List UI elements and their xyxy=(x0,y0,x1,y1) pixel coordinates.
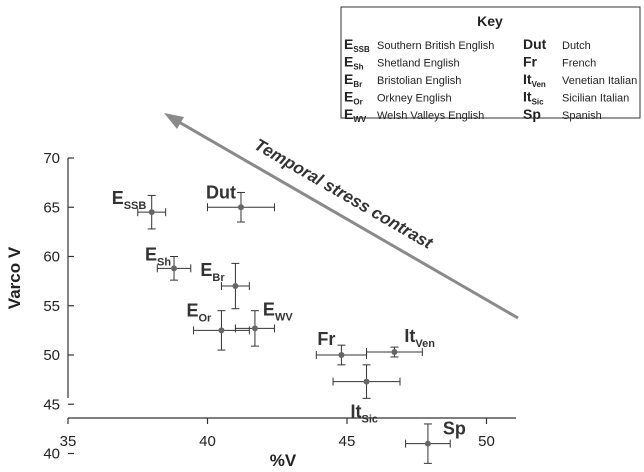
x-ticks: 35 40 45 50 xyxy=(60,418,495,450)
point-label: Sp xyxy=(443,419,466,439)
point-label: ESh xyxy=(145,244,171,268)
legend-name: Bristolian English xyxy=(377,75,461,87)
legend-abbr: ItVen xyxy=(523,71,546,89)
data-point-group: ItSic xyxy=(332,364,401,426)
legend-abbr: EWV xyxy=(344,106,367,124)
data-point-group: EBr xyxy=(200,260,250,310)
y-tick-label: 70 xyxy=(43,150,60,167)
point-label: Fr xyxy=(317,329,335,349)
legend-name: Shetland English xyxy=(377,58,460,70)
y-tick-label: 45 xyxy=(43,396,60,413)
point-label: EWV xyxy=(263,299,293,323)
legend-abbr: EOr xyxy=(344,89,363,107)
legend-entry: EBr Bristolian English xyxy=(344,71,461,89)
data-point-group: ItVen xyxy=(366,326,435,358)
x-tick-label: 50 xyxy=(478,433,495,450)
x-axis-title: %V xyxy=(270,451,297,470)
y-tick-label: 60 xyxy=(43,249,60,266)
point-label: EBr xyxy=(200,260,225,284)
data-point xyxy=(148,209,155,216)
legend-abbr: ESh xyxy=(344,54,364,72)
data-point-group: ESh xyxy=(145,244,192,281)
data-point xyxy=(424,440,431,447)
y-tick-label: 55 xyxy=(43,298,60,315)
data-point-group: ESSB xyxy=(112,188,167,230)
legend-abbr: EBr xyxy=(344,71,362,89)
point-label: ESSB xyxy=(112,188,147,212)
legend-name: Spanish xyxy=(562,110,602,122)
y-tick-label: 65 xyxy=(43,199,60,216)
y-ticks: 40 45 50 55 60 65 70 xyxy=(43,150,74,463)
legend-name: Venetian Italian xyxy=(562,75,637,87)
data-point xyxy=(237,204,244,211)
legend-entry: ItVen Venetian Italian xyxy=(523,71,637,89)
legend-abbr: Dut xyxy=(523,36,547,52)
data-point xyxy=(391,349,398,356)
x-tick-label: 35 xyxy=(60,433,77,450)
legend-entry: Sp Spanish xyxy=(523,106,602,122)
y-axis-title: Varco V xyxy=(5,246,24,309)
legend: Key ESSB Southern British English ESh Shetl… xyxy=(340,6,641,124)
legend-box xyxy=(340,6,641,119)
legend-entry: Fr French xyxy=(523,54,596,70)
point-label: EOr xyxy=(186,300,212,324)
legend-entry: ESh Shetland English xyxy=(344,54,460,72)
legend-name: Southern British English xyxy=(377,40,494,52)
legend-entry: Dut Dutch xyxy=(523,36,591,52)
point-label: ItSic xyxy=(351,402,379,426)
data-point-group: Dut xyxy=(206,182,275,223)
y-tick-label: 40 xyxy=(43,446,60,463)
legend-entry: EOr Orkney English xyxy=(344,89,452,107)
stress-arrow xyxy=(164,113,519,320)
legend-entry: ESSB Southern British English xyxy=(344,36,494,54)
legend-name: Orkney English xyxy=(377,93,452,105)
legend-name: Sicilian Italian xyxy=(562,93,629,105)
data-point-group: EOr xyxy=(186,300,250,351)
arrow-label: Temporal stress contrast xyxy=(251,135,437,253)
data-points: ESSB Dut ESh EBr EOr EWV Fr ItVen ItSic Sp xyxy=(112,182,466,464)
legend-abbr: Sp xyxy=(523,106,541,122)
y-tick-label: 50 xyxy=(43,347,60,364)
data-point xyxy=(363,378,370,385)
data-point xyxy=(251,325,258,332)
legend-abbr: ESSB xyxy=(344,36,370,54)
data-point xyxy=(338,352,345,358)
legend-title: Key xyxy=(477,13,503,29)
data-point xyxy=(171,265,178,272)
x-tick-label: 45 xyxy=(339,433,356,450)
data-point-group: Fr xyxy=(315,329,368,366)
legend-name: Welsh Valleys English xyxy=(377,110,484,122)
point-label: ItVen xyxy=(404,326,435,350)
legend-name: French xyxy=(562,58,596,70)
x-tick-label: 40 xyxy=(199,433,216,450)
data-point-group: Sp xyxy=(405,419,466,464)
data-point xyxy=(232,283,239,290)
legend-abbr: ItSic xyxy=(523,89,544,107)
legend-entry: ItSic Sicilian Italian xyxy=(523,89,629,107)
legend-entry: EWV Welsh Valleys English xyxy=(344,106,484,124)
legend-name: Dutch xyxy=(562,40,591,52)
legend-abbr: Fr xyxy=(523,54,538,70)
point-label: Dut xyxy=(206,182,236,202)
data-point xyxy=(218,327,225,334)
data-point-group: EWV xyxy=(234,299,293,347)
